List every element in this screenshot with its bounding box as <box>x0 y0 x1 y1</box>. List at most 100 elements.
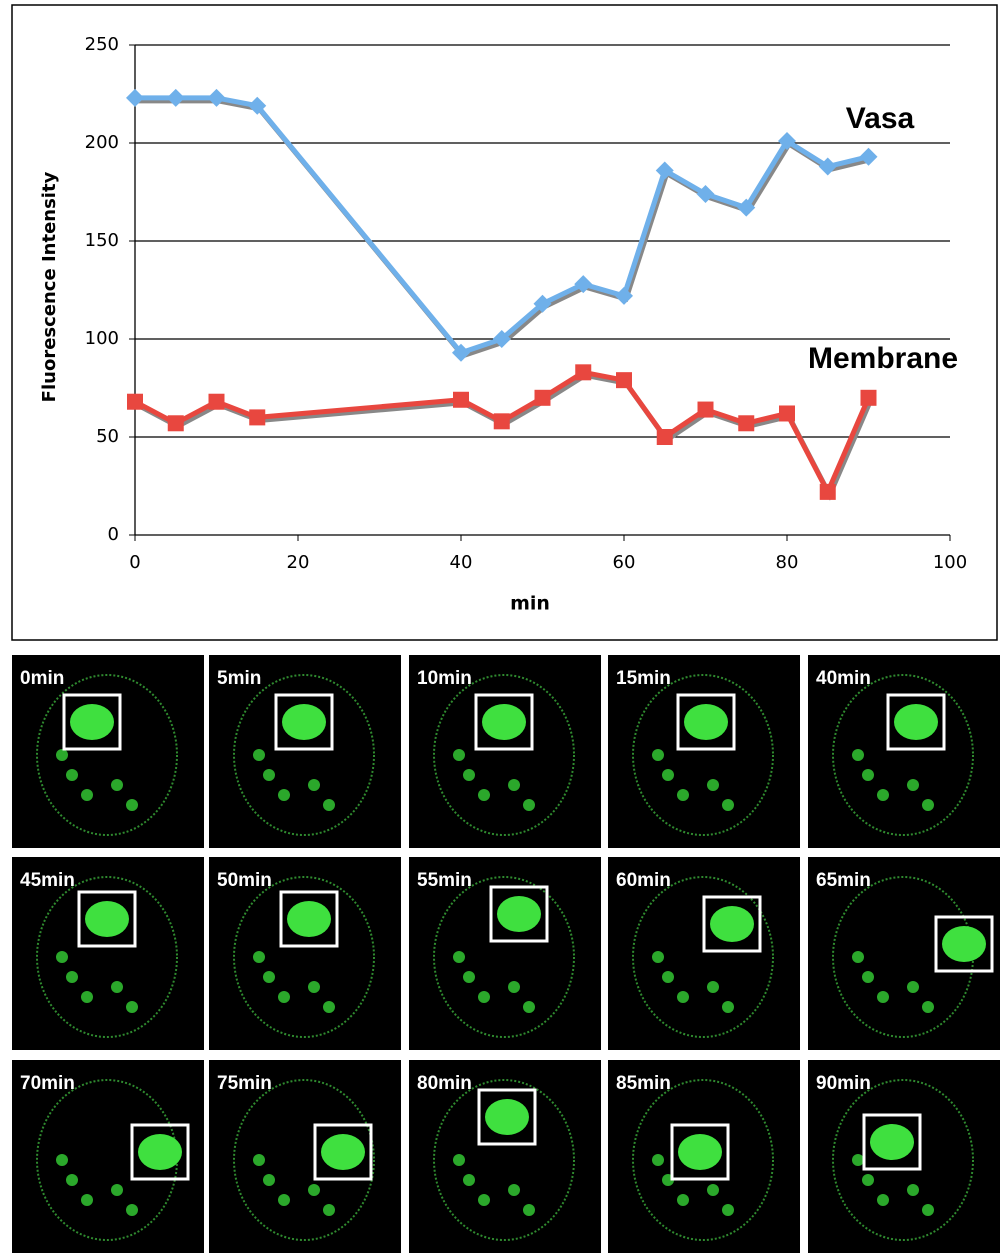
image-panel: 45min <box>12 857 204 1050</box>
cell-spot <box>308 779 320 791</box>
panel-label: 0min <box>20 668 64 689</box>
cell-spot <box>111 981 123 993</box>
y-tick-label: 250 <box>85 34 119 55</box>
cell-spot <box>707 779 719 791</box>
image-panel: 50min <box>209 857 401 1050</box>
cell-spot <box>278 991 290 1003</box>
x-tick-label: 20 <box>287 552 310 573</box>
cell-spot <box>508 779 520 791</box>
x-tick-label: 100 <box>933 552 967 573</box>
y-axis-title: Fluorescence Intensity <box>39 171 60 402</box>
marker <box>820 484 836 500</box>
cell-spot <box>81 789 93 801</box>
cell-spot <box>453 1154 465 1166</box>
image-panel: 55min <box>409 857 601 1050</box>
marker <box>249 409 265 425</box>
cell-spot <box>852 951 864 963</box>
vasa-granule <box>282 704 326 740</box>
vasa-granule <box>482 704 526 740</box>
image-panel: 85min <box>608 1060 800 1253</box>
image-panel: 5min <box>209 655 401 848</box>
marker <box>738 415 754 431</box>
image-panel: 75min <box>209 1060 401 1253</box>
cell-spot <box>263 1174 275 1186</box>
image-panel: 65min <box>808 857 1000 1050</box>
vasa-granule <box>321 1134 365 1170</box>
panel-label: 10min <box>417 668 472 689</box>
cell-spot <box>111 779 123 791</box>
cell-spot <box>278 1194 290 1206</box>
cell-spot <box>652 951 664 963</box>
cell-spot <box>722 1001 734 1013</box>
x-axis-title: min <box>510 593 550 615</box>
y-tick-label: 0 <box>108 524 119 545</box>
cell-spot <box>677 991 689 1003</box>
cell-spot <box>707 1184 719 1196</box>
cell-spot <box>66 971 78 983</box>
cell-spot <box>852 749 864 761</box>
cell-spot <box>253 749 265 761</box>
panel-label: 85min <box>616 1073 671 1094</box>
image-panel: 70min <box>12 1060 204 1253</box>
cell-spot <box>852 1154 864 1166</box>
y-tick-label: 150 <box>85 230 119 251</box>
marker <box>575 364 591 380</box>
vasa-granule <box>485 1099 529 1135</box>
cell-spot <box>56 749 68 761</box>
marker <box>779 405 795 421</box>
cell-spot <box>263 769 275 781</box>
cell-spot <box>81 1194 93 1206</box>
cell-spot <box>907 779 919 791</box>
series-label: Vasa <box>846 102 915 135</box>
x-tick-label: 80 <box>776 552 799 573</box>
marker <box>535 390 551 406</box>
marker <box>209 394 225 410</box>
image-panel: 40min <box>808 655 1000 848</box>
cell-spot <box>111 1184 123 1196</box>
cell-spot <box>308 981 320 993</box>
cell-spot <box>523 1204 535 1216</box>
cell-spot <box>453 749 465 761</box>
cell-spot <box>478 1194 490 1206</box>
panel-label: 70min <box>20 1073 75 1094</box>
panel-label: 5min <box>217 668 261 689</box>
cell-spot <box>126 1001 138 1013</box>
cell-spot <box>323 1001 335 1013</box>
cell-spot <box>922 1001 934 1013</box>
marker <box>127 394 143 410</box>
cell-spot <box>278 789 290 801</box>
marker <box>453 392 469 408</box>
cell-spot <box>453 951 465 963</box>
y-tick-label: 50 <box>96 426 119 447</box>
panel-label: 50min <box>217 870 272 891</box>
cell-spot <box>722 1204 734 1216</box>
cell-spot <box>253 1154 265 1166</box>
panel-label: 65min <box>816 870 871 891</box>
cell-spot <box>323 799 335 811</box>
cell-spot <box>66 769 78 781</box>
x-tick-label: 40 <box>450 552 473 573</box>
cell-spot <box>463 1174 475 1186</box>
cell-spot <box>66 1174 78 1186</box>
image-panel: 90min <box>808 1060 1000 1253</box>
cell-spot <box>463 971 475 983</box>
x-tick-label: 0 <box>129 552 140 573</box>
vasa-granule <box>138 1134 182 1170</box>
panel-label: 15min <box>616 668 671 689</box>
cell-spot <box>308 1184 320 1196</box>
image-panel: 80min <box>409 1060 601 1253</box>
cell-spot <box>862 971 874 983</box>
marker <box>861 390 877 406</box>
cell-spot <box>877 991 889 1003</box>
panel-label: 40min <box>816 668 871 689</box>
image-panel: 60min <box>608 857 800 1050</box>
cell-spot <box>877 789 889 801</box>
cell-spot <box>253 951 265 963</box>
page: min Fluorescence Intensity 0501001502002… <box>0 0 1001 1257</box>
series-label: Membrane <box>808 342 958 375</box>
cell-spot <box>126 1204 138 1216</box>
cell-spot <box>523 1001 535 1013</box>
cell-spot <box>508 1184 520 1196</box>
cell-spot <box>652 1154 664 1166</box>
vasa-granule <box>710 906 754 942</box>
